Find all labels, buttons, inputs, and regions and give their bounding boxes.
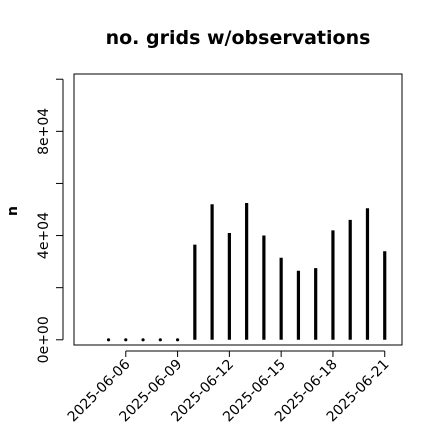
bar-point (158, 338, 162, 342)
bar-point (175, 338, 180, 342)
bar-point (124, 338, 128, 342)
y-axis-label: n (5, 206, 21, 216)
bars-layer (106, 202, 387, 342)
plot-box (73, 73, 403, 346)
bar-point (106, 338, 111, 342)
x-axis: 2025-06-062025-06-092025-06-122025-06-15… (65, 350, 393, 425)
y-tick-label: 8e+04 (36, 108, 52, 155)
bar-point (141, 338, 145, 342)
y-tick-label: 0e+00 (36, 316, 52, 363)
y-axis: 0e+00 4e+04 8e+04 (36, 78, 64, 363)
y-tick-label: 4e+04 (36, 212, 52, 259)
chart-title: no. grids w/observations (106, 27, 371, 49)
